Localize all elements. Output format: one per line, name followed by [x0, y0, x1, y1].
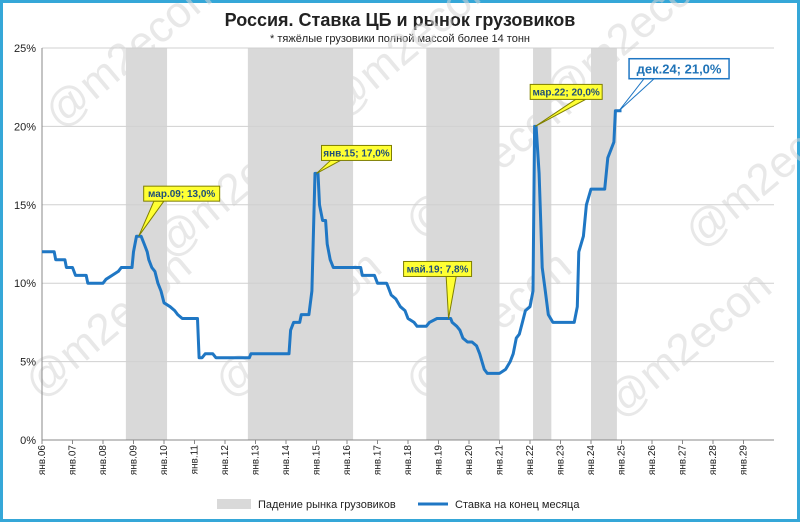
- x-tick-label: янв.29: [739, 445, 750, 476]
- legend-swatch-recession: [217, 499, 251, 509]
- callout: янв.15; 17,0%: [316, 144, 392, 174]
- recession-band: [247, 48, 354, 440]
- x-tick-label: янв.07: [68, 445, 79, 476]
- x-tick-label: янв.21: [495, 445, 506, 476]
- x-tick-label: янв.14: [281, 445, 292, 476]
- x-tick-label: янв.11: [190, 445, 201, 475]
- callout: мар.09; 13,0%: [138, 185, 221, 237]
- recession-band: [591, 48, 617, 440]
- callout-label: дек.24; 21,0%: [637, 62, 722, 77]
- x-tick-label: янв.06: [37, 445, 48, 476]
- x-tick-label: янв.27: [678, 445, 689, 476]
- y-tick-label: 20%: [14, 121, 36, 133]
- x-tick-label: янв.23: [556, 445, 567, 476]
- callout-label: май.19; 7,8%: [407, 264, 469, 275]
- x-tick-label: янв.28: [708, 445, 719, 476]
- x-tick-label: янв.26: [647, 445, 658, 476]
- legend-label-recession: Падение рынка грузовиков: [258, 499, 396, 511]
- x-tick-label: янв.09: [129, 445, 140, 476]
- x-tick-label: янв.10: [159, 445, 170, 476]
- series-layer: [42, 109, 622, 375]
- x-tick-label: янв.25: [617, 445, 628, 476]
- watermark-text: @m2econ: [675, 91, 800, 258]
- chart-subtitle: * тяжёлые грузовики полной массой более …: [270, 33, 530, 45]
- y-axis: 0% 5% 10% 15% 20% 25%: [14, 43, 36, 447]
- y-tick-label: 5%: [20, 357, 36, 369]
- x-tick-label: янв.19: [434, 445, 445, 476]
- rate-series-line: [42, 109, 622, 375]
- x-tick-label: янв.08: [98, 445, 109, 476]
- x-tick-label: янв.17: [373, 445, 384, 476]
- y-tick-label: 25%: [14, 43, 36, 55]
- x-axis: янв.06 янв.07 янв.08 янв.09 янв.10 янв.11 янв.…: [37, 440, 750, 475]
- legend-label-rate: Ставка на конец месяца: [455, 499, 580, 511]
- y-tick-label: 15%: [14, 200, 36, 212]
- y-tick-label: 0%: [20, 435, 36, 447]
- callout-box: [403, 260, 473, 277]
- callout-box: [143, 185, 221, 202]
- callout-label: янв.15; 17,0%: [323, 148, 389, 159]
- callout-pointer: [618, 78, 656, 112]
- chart-title: Россия. Ставка ЦБ и рынок грузовиков: [224, 10, 576, 30]
- callout-label: мар.22; 20,0%: [533, 87, 600, 98]
- callout-box: [321, 144, 392, 161]
- x-tick-label: янв.24: [586, 445, 597, 476]
- callout: мар.22; 20,0%: [529, 83, 603, 127]
- callout-box: [628, 57, 730, 80]
- annotation-layer: мар.09; 13,0% янв.15; 17,0% май.19; 7,8% ма…: [138, 57, 730, 319]
- x-tick-label: янв.13: [251, 445, 262, 476]
- x-tick-label: янв.12: [220, 445, 231, 476]
- x-tick-label: янв.16: [342, 445, 353, 476]
- x-tick-label: янв.15: [312, 445, 323, 476]
- watermark-text: @m2econ: [15, 241, 201, 408]
- callout: дек.24; 21,0%: [618, 57, 730, 112]
- callout-box: [529, 83, 603, 100]
- watermark-text: @m2econ: [595, 261, 781, 428]
- callout: май.19; 7,8%: [403, 260, 473, 319]
- x-tick-label: янв.18: [403, 445, 414, 476]
- recession-band: [426, 48, 500, 440]
- recession-band: [125, 48, 168, 440]
- x-tick-label: янв.22: [525, 445, 536, 476]
- callout-label: мар.09; 13,0%: [148, 189, 215, 200]
- x-tick-label: янв.20: [464, 445, 475, 476]
- legend: Падение рынка грузовиков Ставка на конец…: [217, 499, 580, 511]
- y-tick-label: 10%: [14, 278, 36, 290]
